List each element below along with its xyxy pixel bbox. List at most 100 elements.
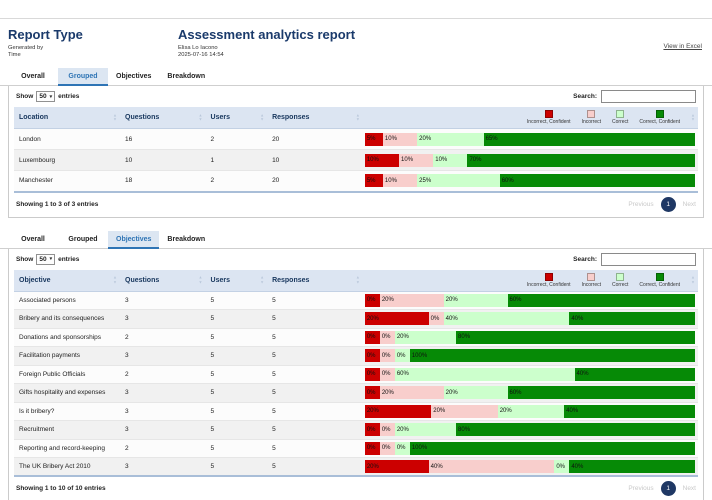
legend-swatch-icon bbox=[616, 110, 625, 118]
bar-segment-correct: 20% bbox=[443, 293, 508, 307]
column-header-objective[interactable]: Objective ▲ ▼ bbox=[14, 269, 121, 292]
row-bar-cell: 0% 0% 20% 80% bbox=[362, 328, 698, 347]
previous-page-button[interactable]: Previous bbox=[628, 200, 654, 208]
search-control: Search: bbox=[573, 252, 696, 266]
bar-segment-correct-confident: 100% bbox=[409, 441, 695, 455]
row-responses: 20 bbox=[267, 170, 363, 192]
bar-segment-correct-confident: 65% bbox=[483, 132, 695, 146]
next-page-button[interactable]: Next bbox=[682, 485, 696, 492]
legend-item-incorrect-confident: Incorrect, Confident bbox=[527, 110, 571, 125]
column-header-questions[interactable]: Questions ▲ ▼ bbox=[120, 269, 206, 292]
legend-label: Correct bbox=[612, 119, 629, 125]
response-distribution-bar: 20% 40% 0% 40% bbox=[364, 460, 695, 473]
view-in-excel-link[interactable]: View in Excel bbox=[663, 43, 702, 50]
bar-segment-incorrect: 0% bbox=[379, 423, 395, 437]
sort-icon: ▲ ▼ bbox=[355, 112, 360, 122]
pagination: Previous 1 Next bbox=[628, 481, 696, 496]
page-size-select[interactable]: 50 ▾ bbox=[36, 91, 56, 102]
tab-objectives[interactable]: Objectives bbox=[116, 73, 152, 80]
row-responses: 5 bbox=[267, 328, 363, 347]
column-header-questions[interactable]: Questions ▲ ▼ bbox=[120, 107, 206, 129]
table-row: Associated persons 3 5 5 0% 20% 20% 60% bbox=[14, 291, 698, 310]
tab-breakdown[interactable]: Breakdown bbox=[167, 235, 206, 243]
search-input[interactable] bbox=[601, 252, 696, 266]
column-header-location[interactable]: Location ▲ ▼ bbox=[14, 107, 121, 129]
response-legend: Incorrect, Confident Incorrect Correct Corr… bbox=[368, 110, 688, 125]
row-name: The UK Bribery Act 2010 bbox=[14, 457, 121, 477]
response-legend: Incorrect, Confident Incorrect Correct Corr… bbox=[368, 272, 688, 288]
row-questions: 3 bbox=[120, 402, 206, 421]
row-questions: 2 bbox=[120, 439, 206, 458]
column-header-label: Users bbox=[210, 114, 230, 121]
row-responses: 5 bbox=[267, 420, 363, 440]
time-label: Time bbox=[8, 52, 21, 58]
row-questions: 3 bbox=[120, 291, 206, 310]
tab-grouped[interactable]: Grouped bbox=[58, 68, 108, 86]
tab-overall[interactable]: Overall bbox=[21, 235, 45, 243]
row-bar-cell: 20% 0% 40% 40% bbox=[362, 309, 698, 329]
chevron-down-icon: ▾ bbox=[49, 93, 53, 100]
report-title-block: Assessment analytics report Elisa Lo Iac… bbox=[178, 27, 355, 59]
legend-label: Correct, Confident bbox=[639, 119, 680, 125]
sort-icon: ▲ ▼ bbox=[260, 112, 265, 122]
bar-segment-correct-confident: 40% bbox=[564, 404, 695, 418]
column-header-responses[interactable]: Responses ▲ ▼ bbox=[267, 269, 363, 292]
response-distribution-bar: 0% 0% 60% 40% bbox=[364, 367, 695, 381]
row-bar-cell: 0% 0% 0% 100% bbox=[362, 346, 698, 366]
tab-grouped[interactable]: Grouped bbox=[68, 235, 98, 243]
column-header-label: Location bbox=[19, 114, 49, 121]
tab-objectives[interactable]: Objectives bbox=[108, 230, 160, 249]
bar-segment-correct: 60% bbox=[394, 367, 575, 381]
legend-label: Incorrect, Confident bbox=[526, 281, 571, 288]
legend-item-correct-confident: Correct, Confident bbox=[639, 272, 680, 288]
table-footer: Showing 1 to 10 of 10 entries Previous 1 Ne… bbox=[14, 477, 698, 500]
row-responses: 5 bbox=[267, 309, 363, 329]
column-header-users[interactable]: Users ▲ ▼ bbox=[205, 269, 268, 292]
bar-segment-correct-confident: 80% bbox=[456, 330, 695, 344]
legend-swatch-icon bbox=[544, 272, 553, 281]
legend-label: Incorrect, Confident bbox=[526, 119, 571, 125]
response-distribution-bar: 20% 20% 20% 40% bbox=[364, 404, 695, 418]
row-name: Reporting and record-keeping bbox=[14, 439, 121, 458]
bar-segment-correct: 20% bbox=[394, 330, 457, 344]
bar-segment-incorrect-confident: 0% bbox=[364, 441, 380, 455]
response-distribution-bar: 0% 0% 0% 100% bbox=[364, 349, 695, 363]
legend-label: Incorrect bbox=[581, 281, 602, 288]
show-label: Show bbox=[16, 255, 34, 263]
row-bar-cell: 0% 0% 60% 40% bbox=[362, 365, 698, 384]
row-users: 5 bbox=[205, 402, 268, 421]
row-responses: 5 bbox=[267, 457, 363, 477]
previous-page-button[interactable]: Previous bbox=[628, 485, 654, 492]
legend-swatch-icon bbox=[544, 110, 553, 118]
next-page-button[interactable]: Next bbox=[682, 200, 696, 208]
response-distribution-bar: 0% 20% 20% 60% bbox=[364, 293, 696, 307]
legend-header: Incorrect, Confident Incorrect Correct Corr… bbox=[362, 107, 698, 129]
column-header-responses[interactable]: Responses ▲ ▼ bbox=[267, 107, 363, 129]
row-users: 2 bbox=[205, 128, 268, 150]
current-page-button[interactable]: 1 bbox=[660, 481, 676, 496]
table-row: Reporting and record-keeping 2 5 5 0% 0% 0% 100… bbox=[14, 439, 698, 458]
column-header-users[interactable]: Users ▲ ▼ bbox=[205, 107, 268, 129]
row-questions: 3 bbox=[120, 457, 206, 477]
page-size-select[interactable]: 50 ▾ bbox=[36, 253, 56, 265]
response-distribution-bar: 0% 0% 20% 80% bbox=[364, 330, 695, 344]
current-page-button[interactable]: 1 bbox=[660, 196, 676, 212]
legend-item-incorrect: Incorrect bbox=[582, 110, 601, 125]
bar-segment-incorrect-confident: 0% bbox=[364, 423, 380, 437]
bar-segment-incorrect: 0% bbox=[428, 312, 444, 326]
column-header-label: Questions bbox=[125, 114, 160, 121]
row-users: 5 bbox=[205, 365, 268, 384]
bar-segment-correct-confident: 60% bbox=[499, 174, 695, 188]
bar-segment-correct: 10% bbox=[433, 153, 468, 167]
sort-icon: ▲ ▼ bbox=[691, 112, 695, 122]
bar-segment-incorrect-confident: 0% bbox=[364, 386, 380, 400]
tab-overall[interactable]: Overall bbox=[21, 73, 45, 80]
row-name: London bbox=[14, 128, 121, 150]
row-questions: 2 bbox=[120, 328, 206, 347]
bar-segment-incorrect-confident: 0% bbox=[364, 330, 380, 344]
search-input[interactable] bbox=[601, 90, 696, 103]
report-title: Assessment analytics report bbox=[178, 27, 356, 42]
tab-breakdown[interactable]: Breakdown bbox=[167, 73, 206, 80]
legend-swatch-icon bbox=[587, 110, 596, 118]
bar-segment-incorrect: 10% bbox=[382, 132, 418, 146]
